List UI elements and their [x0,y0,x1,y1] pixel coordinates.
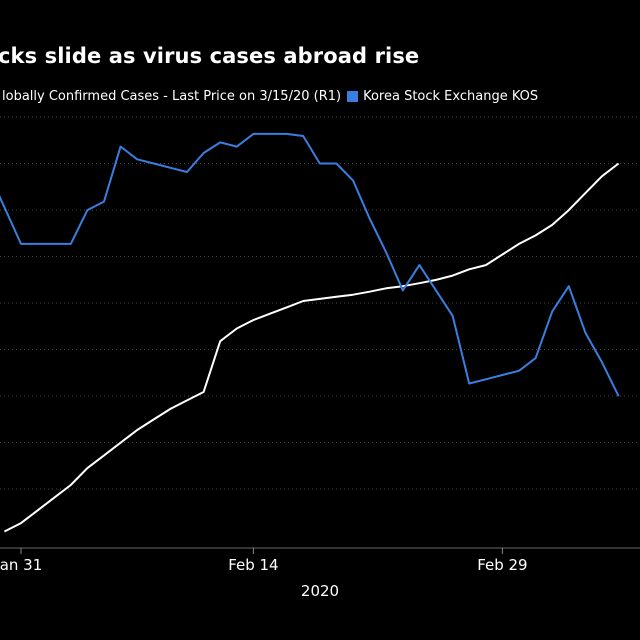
x-tick-label: an 31 [0,556,42,574]
chart-legend: lobally Confirmed Cases - Last Price on … [0,89,538,104]
legend-swatch-kospi [347,91,359,102]
gridlines [0,116,640,490]
chart-title: cks slide as virus cases abroad rise [0,44,420,68]
x-axis-title: 2020 [301,582,339,600]
legend-label-kospi: Korea Stock Exchange KOS [363,89,539,104]
x-tick-label: Feb 14 [228,556,278,574]
x-axis-ticks: an 31 Feb 14 Feb 29 [0,548,528,574]
x-tick-label: Feb 29 [477,556,527,574]
series-line-kospi [0,132,620,397]
series-line-cases [3,162,620,533]
series-lines [0,132,620,533]
legend-label-cases: lobally Confirmed Cases - Last Price on … [2,89,342,104]
